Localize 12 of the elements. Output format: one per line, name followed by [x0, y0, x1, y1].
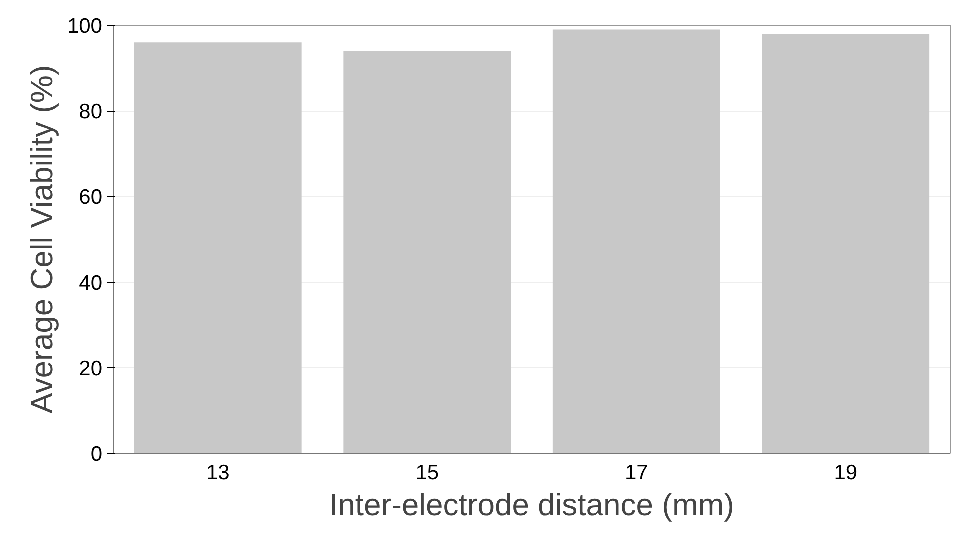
x-tick-label: 13	[206, 462, 230, 484]
x-axis-title: Inter-electrode distance (mm)	[330, 488, 734, 522]
y-tick-label: 60	[79, 186, 102, 210]
y-tick-label: 40	[79, 272, 102, 295]
x-tick-label: 15	[416, 462, 440, 484]
y-axis-title: Average Cell Viability (%)	[24, 65, 60, 414]
x-tick-label: 19	[834, 462, 858, 484]
y-tick-label: 0	[90, 443, 103, 466]
y-tick-label: 20	[79, 357, 102, 380]
x-tick-label: 17	[624, 462, 648, 484]
y-tick-label: 100	[67, 15, 103, 38]
y-tick-label: 80	[79, 100, 102, 124]
